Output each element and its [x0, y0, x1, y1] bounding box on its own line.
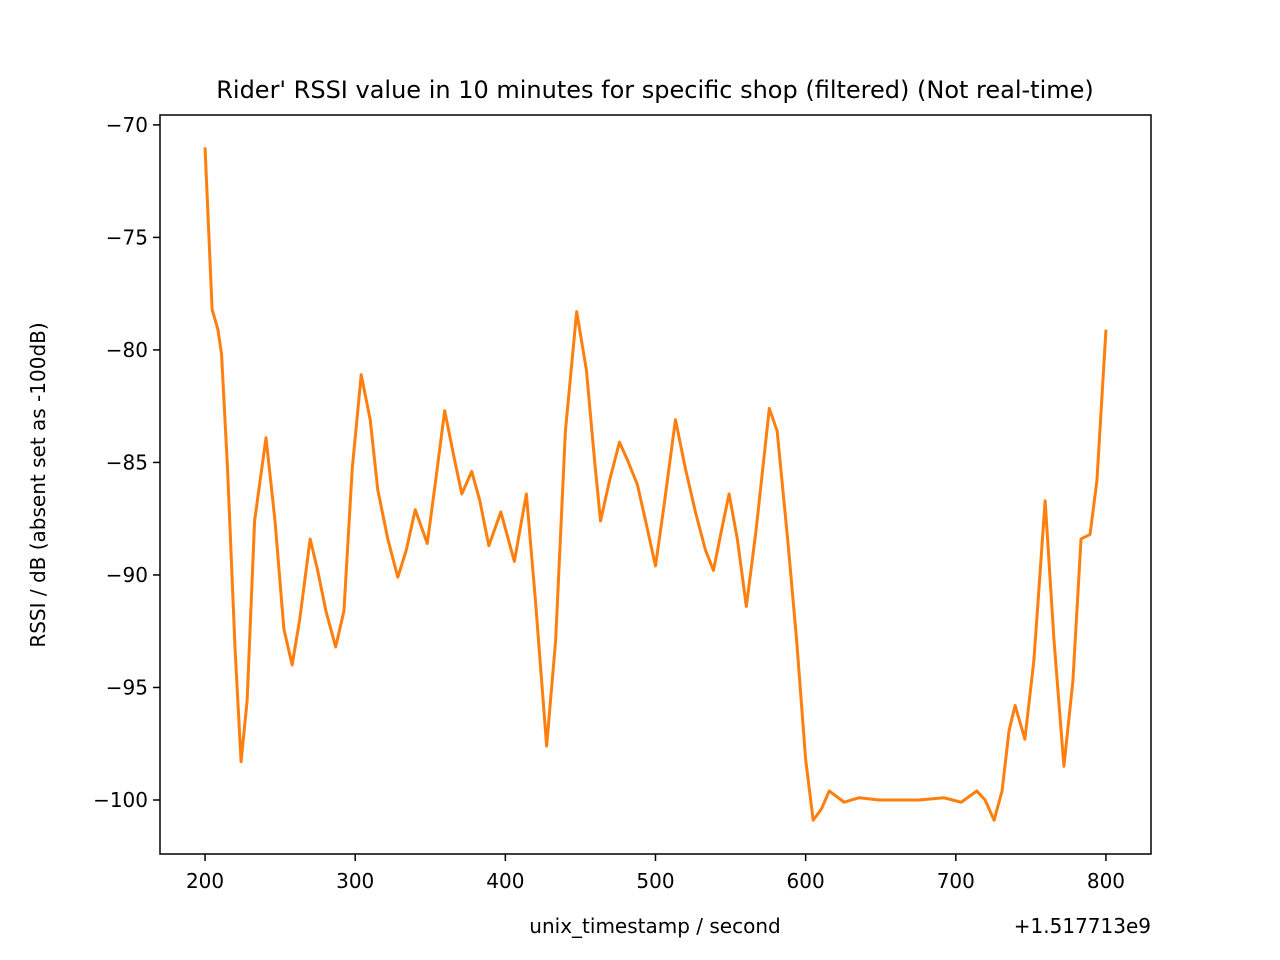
x-tick-label: 400	[486, 869, 524, 893]
x-tick-label: 600	[787, 869, 825, 893]
x-tick-label: 300	[336, 869, 374, 893]
y-tick-label: −75	[106, 225, 148, 249]
x-tick-label: 200	[186, 869, 224, 893]
y-tick-label: −95	[106, 675, 148, 699]
x-tick-label: 700	[937, 869, 975, 893]
y-axis-label: RSSI / dB (absent set as -100dB)	[26, 322, 50, 647]
y-tick-label: −90	[106, 563, 148, 587]
y-tick-label: −80	[106, 338, 148, 362]
chart-title: Rider' RSSI value in 10 minutes for spec…	[216, 76, 1094, 104]
x-offset-label: +1.517713e9	[1014, 914, 1151, 938]
x-axis-label: unix_timestamp / second	[529, 914, 780, 938]
x-tick-label: 500	[636, 869, 674, 893]
y-tick-label: −100	[93, 788, 148, 812]
y-tick-label: −85	[106, 450, 148, 474]
y-tick-label: −70	[106, 113, 148, 137]
plot-frame	[159, 114, 1152, 855]
data-line	[203, 147, 1108, 822]
x-tick-label: 800	[1087, 869, 1125, 893]
